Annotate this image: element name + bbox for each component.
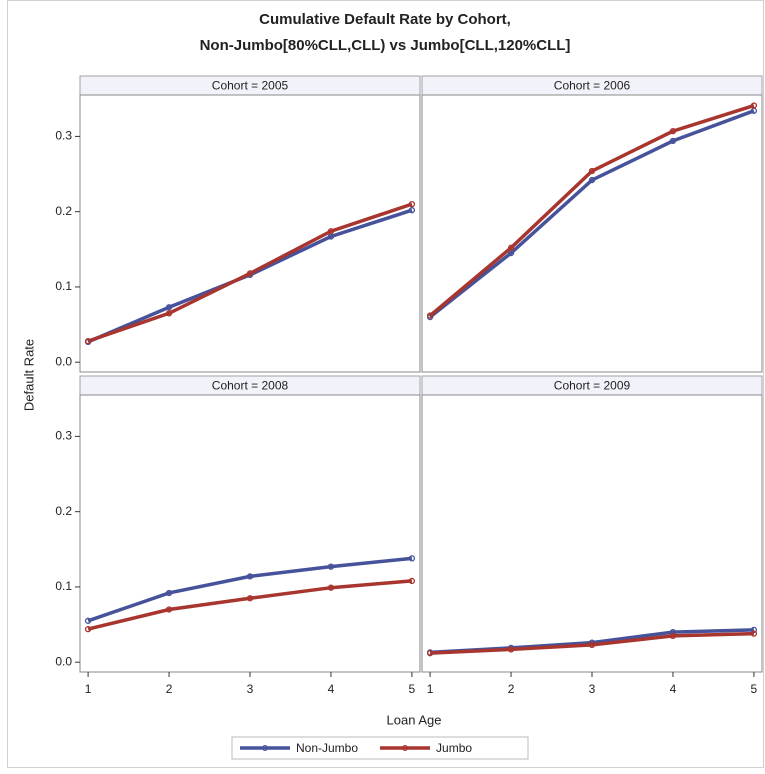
point [750, 102, 758, 109]
point [246, 595, 254, 602]
panel-label: Cohort = 2008 [212, 379, 289, 393]
point [246, 573, 254, 580]
point [84, 625, 92, 633]
y-axis-label: Default Rate [21, 339, 36, 411]
panel-label: Cohort = 2005 [212, 79, 289, 93]
point [507, 646, 515, 653]
chart-title: Cumulative Default Rate by Cohort, [259, 11, 511, 28]
point [669, 137, 677, 145]
legend-box [231, 736, 529, 760]
legend-marker [262, 745, 268, 751]
point [588, 167, 596, 175]
line [87, 556, 413, 623]
point [507, 244, 515, 251]
panel-label: Cohort = 2006 [554, 79, 631, 93]
x-tick-label: 1 [427, 682, 434, 696]
point [426, 312, 434, 319]
point [165, 606, 173, 613]
line [430, 631, 754, 655]
x-tick-label: 2 [508, 682, 515, 696]
point [669, 127, 677, 135]
legend-label: Non-Jumbo [296, 741, 358, 755]
point [327, 584, 335, 591]
y-tick-label: 0.1 [55, 579, 72, 593]
point [750, 626, 758, 633]
point [84, 337, 92, 345]
y-tick-label: 0.0 [55, 354, 72, 368]
legend-label: Jumbo [436, 741, 472, 755]
point [165, 589, 173, 597]
chart-subtitle: Non-Jumbo[80%CLL,CLL) vs Jumbo[CLL,120%C… [200, 37, 571, 54]
line [429, 109, 755, 319]
x-tick-label: 5 [409, 682, 416, 696]
panel-frame [79, 94, 421, 373]
y-tick-label: 0.3 [55, 429, 72, 443]
line [428, 103, 755, 317]
point [408, 207, 416, 214]
y-tick-label: 0.2 [55, 204, 72, 218]
point [408, 577, 416, 585]
point [165, 304, 173, 311]
x-tick-label: 4 [328, 682, 335, 696]
y-tick-label: 0.0 [55, 654, 72, 668]
point [327, 563, 335, 570]
x-tick-label: 1 [85, 682, 92, 696]
point [750, 630, 758, 637]
x-axis-label: Loan Age [387, 712, 442, 727]
point [84, 617, 92, 624]
panel-frame [421, 94, 763, 373]
y-tick-label: 0.2 [55, 504, 72, 518]
point [588, 641, 596, 649]
x-tick-label: 3 [589, 682, 596, 696]
x-tick-label: 5 [751, 682, 758, 696]
point [246, 270, 254, 277]
panel-label: Cohort = 2009 [554, 379, 631, 393]
panel-frame [79, 394, 421, 673]
y-tick-label: 0.3 [55, 129, 72, 143]
x-tick-label: 4 [670, 682, 677, 696]
line [87, 202, 413, 343]
chart-border [7, 0, 764, 768]
point [669, 632, 677, 640]
point [588, 176, 596, 184]
point [327, 228, 335, 235]
point [165, 310, 173, 317]
y-tick-label: 0.1 [55, 279, 72, 293]
x-tick-label: 2 [166, 682, 173, 696]
x-tick-label: 3 [247, 682, 254, 696]
point [408, 555, 416, 562]
point [426, 650, 434, 657]
legend-marker [402, 745, 409, 751]
line [87, 579, 413, 631]
point [408, 200, 416, 208]
